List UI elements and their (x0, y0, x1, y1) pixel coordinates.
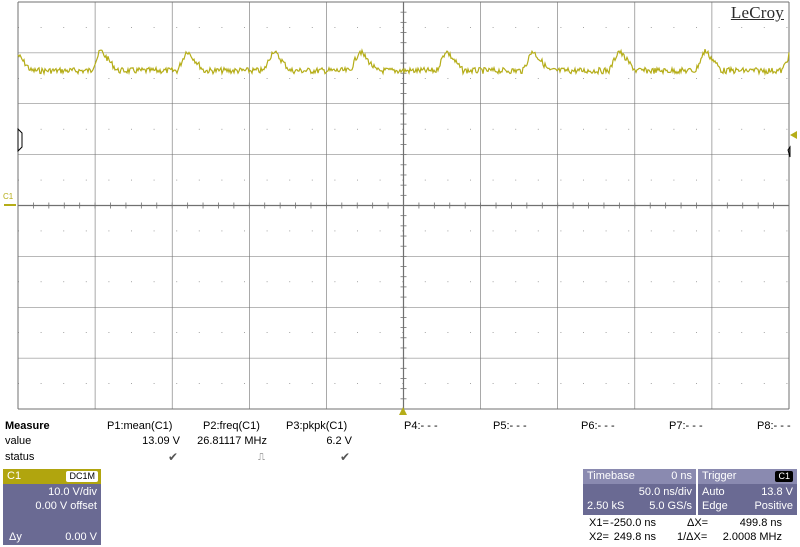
channel-c1-panel[interactable]: C1 DC1M 10.0 V/div 0.00 V offset Δy 0.00… (3, 469, 101, 545)
timebase-header (583, 469, 696, 484)
param-p2-value: 26.81117 MHz (197, 435, 267, 447)
trigger-source-badge: C1 (775, 471, 793, 482)
param-p1-value: 13.09 V (142, 435, 180, 447)
timebase-delay: 0 ns (671, 470, 692, 482)
right-ground-marker (787, 145, 791, 158)
c1-label: C1 (7, 470, 22, 482)
trigger-level: 13.8 V (761, 486, 793, 498)
trigger-position-marker[interactable] (399, 407, 407, 415)
param-p8-name[interactable]: P8:- - - (757, 420, 791, 432)
delta-x-label: ΔX= (687, 517, 709, 529)
param-p1-name[interactable]: P1:mean(C1) (107, 420, 173, 432)
param-p5-name[interactable]: P5:- - - (493, 420, 527, 432)
inverse-delta-x-value: 2.0008 MHz (722, 531, 782, 543)
right-trigger-level-marker[interactable] (790, 131, 797, 139)
trigger-header (698, 469, 797, 484)
measure-status-row: status ✔ ⎍ ✔ (0, 450, 800, 465)
param-p4-name[interactable]: P4:- - - (404, 420, 438, 432)
param-p2-status-pulse-icon: ⎍ (258, 452, 265, 463)
time-per-div: 50.0 ns/div (638, 486, 692, 498)
waveform-screen[interactable] (0, 0, 800, 415)
param-p2-name[interactable]: P2:freq(C1) (203, 420, 260, 432)
measure-table: Measure P1:mean(C1) P2:freq(C1) P3:pkpk(… (0, 419, 800, 465)
channel-marker-label: C1 (3, 192, 14, 201)
param-p3-name[interactable]: P3:pkpk(C1) (286, 420, 348, 432)
value-row-label: value (5, 435, 32, 447)
delta-x-value: 499.8 ns (739, 517, 782, 529)
sample-rate: 5.0 GS/s (649, 500, 692, 512)
trigger-panel[interactable]: Trigger C1 Auto 13.8 V Edge Positive (698, 469, 797, 515)
cursor-readout: X1= -250.0 ns ΔX= 499.8 ns X2= 249.8 ns … (583, 515, 798, 545)
trigger-type: Edge (702, 500, 728, 512)
x2-value: 249.8 ns (613, 531, 656, 543)
c1-trace (17, 48, 790, 77)
measure-header-row: Measure P1:mean(C1) P2:freq(C1) P3:pkpk(… (0, 419, 800, 434)
trigger-label: Trigger (702, 470, 737, 482)
param-p3-status-check-icon: ✔ (339, 450, 350, 464)
x1-label: X1= (589, 517, 609, 529)
sample-count: 2.50 kS (587, 500, 625, 512)
trigger-mode: Auto (702, 486, 725, 498)
timebase-label: Timebase (587, 470, 635, 482)
graticule (17, 1, 790, 410)
inverse-delta-x-label: 1/ΔX= (677, 531, 708, 543)
param-p1-status-check-icon: ✔ (167, 450, 178, 464)
c1-volts-per-div: 10.0 V/div (48, 486, 97, 498)
x2-label: X2= (589, 531, 609, 543)
measure-value-row: value 13.09 V 26.81117 MHz 6.2 V (0, 434, 800, 449)
delta-y-value: 0.00 V (65, 531, 97, 543)
coupling-badge: DC1M (66, 471, 98, 482)
lecroy-logo: LeCroy (728, 3, 786, 23)
delta-y-label: Δy (9, 531, 22, 543)
measure-title[interactable]: Measure (5, 420, 50, 432)
x1-value: -250.0 ns (610, 517, 656, 529)
c1-offset: 0.00 V offset (35, 500, 97, 512)
param-p6-name[interactable]: P6:- - - (581, 420, 615, 432)
left-ground-marker (17, 127, 23, 153)
param-p3-value: 6.2 V (326, 435, 352, 447)
param-p7-name[interactable]: P7:- - - (669, 420, 703, 432)
trigger-slope: Positive (754, 500, 793, 512)
timebase-panel[interactable]: Timebase 0 ns 50.0 ns/div 2.50 kS 5.0 GS… (583, 469, 696, 515)
status-row-label: status (5, 451, 35, 463)
